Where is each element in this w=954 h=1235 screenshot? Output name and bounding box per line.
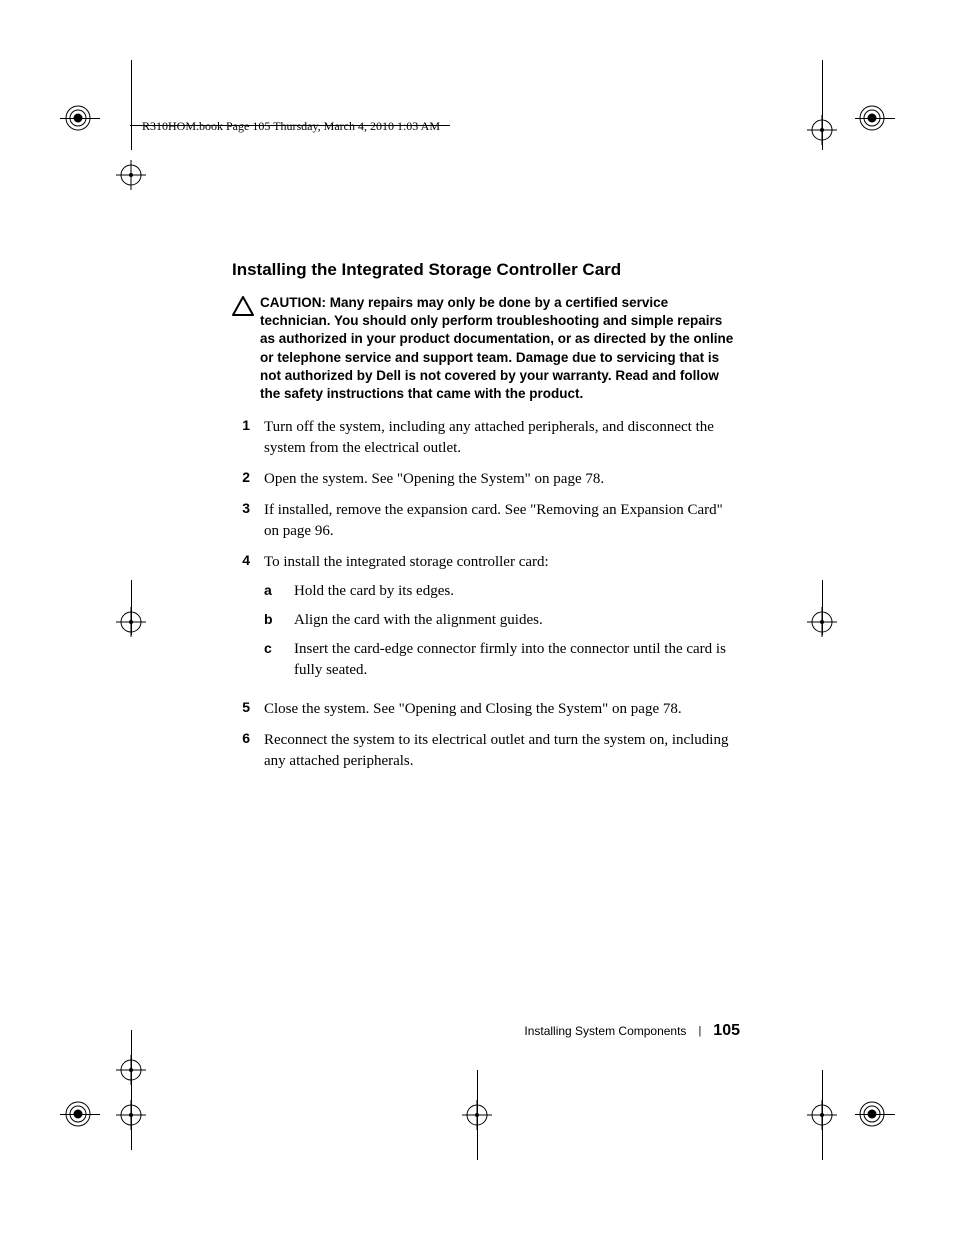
sub-text: Align the card with the alignment guides… xyxy=(294,610,740,631)
step-body: Close the system. See "Opening and Closi… xyxy=(264,699,740,720)
crosshair-mark-icon xyxy=(807,607,837,637)
step-item: 3If installed, remove the expansion card… xyxy=(232,500,740,542)
step-body: Open the system. See "Opening the System… xyxy=(264,469,740,490)
sub-text: Hold the card by its edges. xyxy=(294,581,740,602)
caution-icon xyxy=(232,296,254,321)
step-item: 2Open the system. See "Opening the Syste… xyxy=(232,469,740,490)
step-item: 1Turn off the system, including any atta… xyxy=(232,417,740,459)
sub-item: aHold the card by its edges. xyxy=(264,581,740,602)
step-number: 2 xyxy=(232,469,264,490)
page-content: Installing the Integrated Storage Contro… xyxy=(232,260,740,782)
step-number: 6 xyxy=(232,730,264,772)
step-item: 6Reconnect the system to its electrical … xyxy=(232,730,740,772)
crosshair-mark-icon xyxy=(462,1100,492,1130)
step-list: 1Turn off the system, including any atta… xyxy=(232,417,740,772)
sub-letter: b xyxy=(264,610,294,631)
sub-list: aHold the card by its edges.bAlign the c… xyxy=(264,581,740,681)
step-number: 3 xyxy=(232,500,264,542)
crosshair-mark-icon xyxy=(116,1055,146,1085)
crosshair-mark-icon xyxy=(116,1100,146,1130)
registration-mark-icon xyxy=(858,104,886,132)
sub-text: Insert the card-edge connector firmly in… xyxy=(294,639,740,681)
footer-section: Installing System Components xyxy=(524,1024,686,1038)
step-number: 5 xyxy=(232,699,264,720)
page-header: R310HOM.book Page 105 Thursday, March 4,… xyxy=(142,119,440,134)
footer-page-number: 105 xyxy=(713,1022,740,1040)
step-body: Reconnect the system to its electrical o… xyxy=(264,730,740,772)
caution-label: CAUTION: xyxy=(260,295,330,310)
crosshair-mark-icon xyxy=(807,115,837,145)
step-body: Turn off the system, including any attac… xyxy=(264,417,740,459)
section-title: Installing the Integrated Storage Contro… xyxy=(232,260,740,280)
crosshair-mark-icon xyxy=(116,160,146,190)
caution-body: Many repairs may only be done by a certi… xyxy=(260,295,733,401)
crop-line xyxy=(131,1030,132,1150)
footer-separator: | xyxy=(698,1025,701,1037)
step-number: 1 xyxy=(232,417,264,459)
sub-item: bAlign the card with the alignment guide… xyxy=(264,610,740,631)
registration-mark-icon xyxy=(64,104,92,132)
step-item: 4To install the integrated storage contr… xyxy=(232,552,740,689)
step-item: 5Close the system. See "Opening and Clos… xyxy=(232,699,740,720)
page-footer: Installing System Components | 105 xyxy=(232,1022,740,1040)
step-body: If installed, remove the expansion card.… xyxy=(264,500,740,542)
crosshair-mark-icon xyxy=(807,1100,837,1130)
sub-letter: a xyxy=(264,581,294,602)
registration-mark-icon xyxy=(858,1100,886,1128)
caution-text: CAUTION: Many repairs may only be done b… xyxy=(260,294,740,403)
step-body: To install the integrated storage contro… xyxy=(264,552,740,689)
registration-mark-icon xyxy=(64,1100,92,1128)
sub-letter: c xyxy=(264,639,294,681)
step-number: 4 xyxy=(232,552,264,689)
caution-block: CAUTION: Many repairs may only be done b… xyxy=(232,294,740,403)
crosshair-mark-icon xyxy=(116,607,146,637)
sub-item: cInsert the card-edge connector firmly i… xyxy=(264,639,740,681)
crop-line xyxy=(131,60,132,150)
